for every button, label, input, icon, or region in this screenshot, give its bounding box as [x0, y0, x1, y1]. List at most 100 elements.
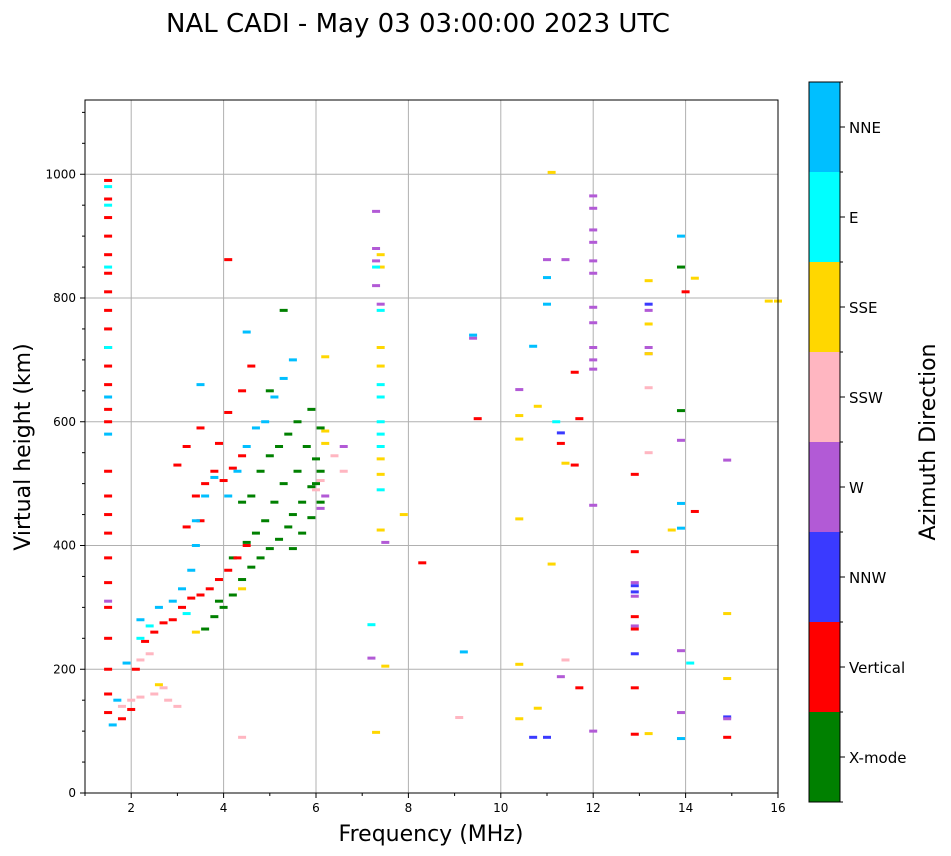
data-point-vertical [575, 686, 584, 690]
data-point-w [644, 308, 653, 312]
data-point-w [589, 358, 598, 362]
data-point-vertical [104, 327, 113, 331]
data-point-e [376, 420, 385, 424]
data-point-w [589, 228, 598, 232]
data-point-x-mode [210, 615, 219, 619]
data-point-w [316, 506, 325, 510]
data-point-nne [543, 276, 551, 280]
data-point-e [686, 661, 695, 665]
data-point-sse [723, 612, 732, 616]
data-point-sse [515, 517, 524, 521]
data-point-x-mode [293, 420, 302, 424]
data-point-vertical [104, 271, 113, 275]
data-point-x-mode [284, 525, 293, 529]
data-point-ssw [316, 479, 325, 483]
data-point-sse [381, 664, 390, 668]
data-point-x-mode [676, 409, 685, 413]
data-point-sse [376, 457, 385, 461]
data-point-nne [104, 432, 113, 436]
data-point-nne [122, 661, 131, 665]
data-point-vertical [630, 686, 639, 690]
data-point-vertical [104, 581, 113, 585]
data-point-x-mode [242, 540, 251, 544]
data-point-sse [376, 265, 385, 269]
x-tick-label: 6 [312, 801, 320, 815]
data-point-nne [261, 420, 270, 424]
data-point-ssw [150, 692, 159, 696]
data-point-e [552, 420, 561, 424]
data-point-ssw [136, 658, 145, 662]
data-point-sse [533, 706, 542, 710]
data-point-w [372, 247, 381, 250]
data-point-w [630, 581, 639, 585]
data-point-vertical [630, 550, 639, 554]
data-point-nne [676, 737, 685, 741]
data-point-nne [543, 302, 551, 306]
grid-lines [85, 100, 779, 794]
data-point-x-mode [275, 445, 284, 448]
colorbar-segment-nnw [809, 532, 840, 622]
data-point-w [589, 206, 598, 210]
data-point-x-mode [316, 469, 325, 473]
data-point-e [104, 346, 113, 349]
colorbar-tick-label: E [849, 209, 858, 227]
data-point-vertical [173, 463, 182, 467]
data-point-x-mode [279, 308, 288, 312]
data-point-ssw [644, 386, 653, 390]
x-tick-label: 14 [678, 801, 693, 815]
data-point-e [376, 432, 385, 436]
data-point-w [589, 321, 598, 325]
data-point-vertical [201, 482, 210, 486]
data-point-ssw [145, 652, 154, 656]
axes: 2 4 6 8 10 12 14 16 0 200 400 600 800 1000 [45, 111, 786, 815]
data-point-vertical [238, 454, 247, 458]
data-point-x-mode [302, 445, 311, 448]
data-point-vertical [187, 596, 196, 600]
data-point-ssw [330, 454, 339, 458]
colorbar-tick-label: NNW [849, 569, 886, 587]
data-point-sse [515, 662, 524, 666]
data-point-x-mode [256, 469, 265, 473]
data-point-x-mode [298, 500, 307, 504]
colorbar-segment-nne [809, 82, 840, 172]
data-point-e [376, 445, 385, 448]
colorbar: X-mode Vertical NNW W SSW SSE E NNE [808, 81, 906, 803]
data-point-sse [547, 170, 556, 174]
data-point-vertical [104, 711, 113, 715]
data-point-vertical [214, 441, 223, 445]
data-point-nne [469, 333, 478, 337]
data-point-vertical [196, 519, 205, 523]
data-point-nne [676, 526, 685, 530]
data-point-w [515, 388, 524, 392]
data-point-nne [108, 723, 117, 727]
data-point-x-mode [676, 265, 685, 269]
data-point-w [589, 729, 598, 733]
data-point-nnw [630, 584, 639, 588]
data-point-x-mode [219, 605, 228, 609]
data-point-x-mode [214, 599, 223, 603]
data-point-x-mode [307, 485, 316, 489]
data-point-vertical [104, 605, 113, 609]
data-point-sse [515, 437, 524, 441]
data-point-vertical [104, 636, 113, 640]
data-point-w [589, 367, 598, 371]
data-point-sse [515, 414, 524, 418]
data-point-vertical [104, 420, 113, 424]
data-point-w [589, 346, 598, 349]
data-point-nne [676, 501, 685, 505]
data-points [104, 170, 782, 741]
data-point-w [676, 649, 685, 653]
data-point-vertical [630, 615, 639, 619]
x-tick-label: 4 [220, 801, 228, 815]
data-point-w [723, 717, 732, 721]
data-point-vertical [630, 472, 639, 476]
data-point-nne [210, 475, 219, 479]
data-point-w [561, 258, 570, 262]
data-point-vertical [141, 639, 150, 643]
data-point-ssw [312, 488, 320, 492]
data-point-w [372, 209, 381, 213]
data-point-vertical [182, 445, 191, 448]
data-point-w [589, 305, 598, 309]
data-point-vertical [570, 463, 579, 467]
